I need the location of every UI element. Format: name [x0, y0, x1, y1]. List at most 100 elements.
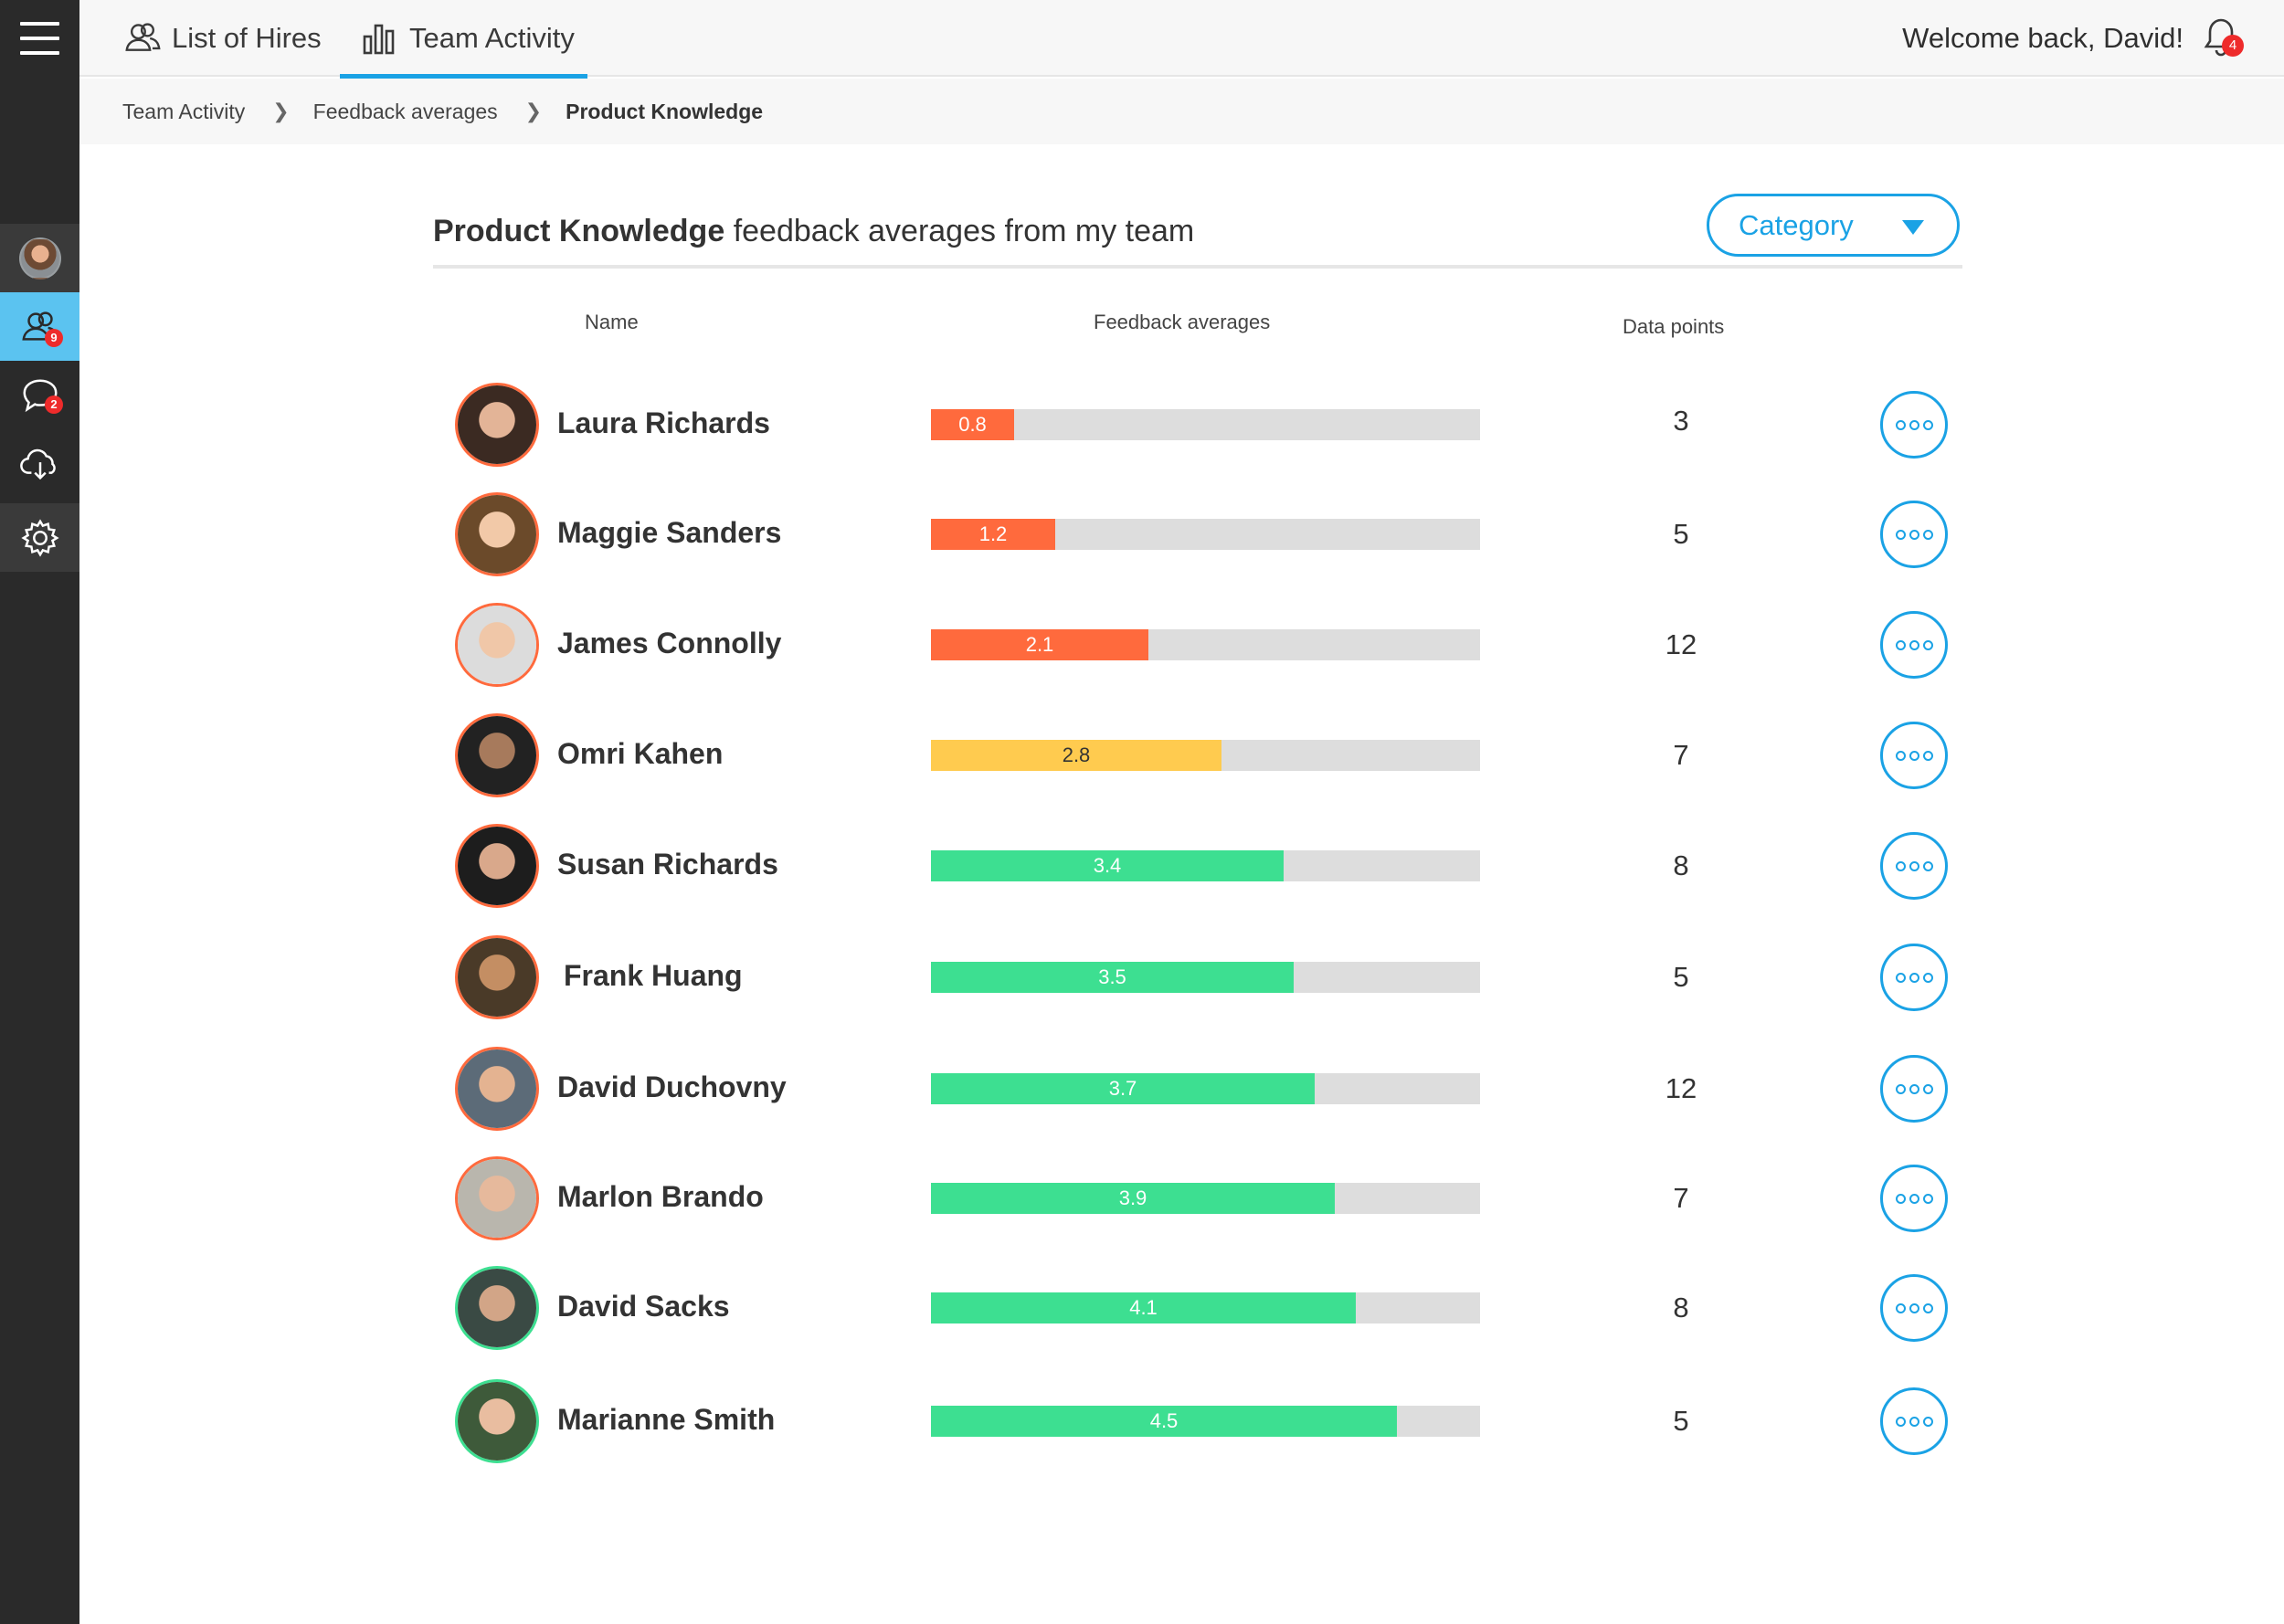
column-header-data-points: Data points [1623, 315, 1725, 338]
person-name[interactable]: Frank Huang [564, 959, 743, 992]
more-dot-icon [1909, 1193, 1919, 1204]
more-dot-icon [1922, 639, 1933, 650]
chevron-right-icon: ❯ [272, 100, 290, 122]
avatar [455, 1379, 539, 1463]
breadcrumb-item[interactable]: Feedback averages [312, 99, 498, 123]
feedback-bar-fill: 2.8 [931, 740, 1221, 771]
more-options-button[interactable] [1880, 391, 1948, 459]
more-dot-icon [1895, 750, 1906, 761]
feedback-bar-track: 2.8 [931, 740, 1480, 771]
table-row: Maggie Sanders 1.2 5 [0, 480, 2284, 589]
data-points-value: 8 [1673, 849, 1689, 881]
data-points-value: 5 [1673, 961, 1689, 993]
person-name[interactable]: Laura Richards [557, 406, 770, 439]
feedback-bar-track: 1.2 [931, 519, 1480, 550]
person-name[interactable]: Marlon Brando [557, 1180, 764, 1213]
sidebar-item-messages[interactable]: 2 [0, 361, 79, 429]
chat-bubble-icon [23, 378, 57, 412]
data-points-value: 8 [1673, 1292, 1689, 1323]
sidebar-item-download[interactable] [0, 429, 79, 498]
feedback-bar-track: 4.5 [931, 1406, 1480, 1437]
more-options-button[interactable] [1880, 944, 1948, 1011]
tab-team-activity[interactable]: Team Activity [340, 0, 587, 79]
person-name[interactable]: Susan Richards [557, 848, 778, 881]
users-icon [125, 23, 161, 51]
more-dot-icon [1909, 860, 1919, 871]
more-dot-icon [1909, 750, 1919, 761]
more-dot-icon [1895, 419, 1906, 430]
feedback-bar-fill: 1.2 [931, 519, 1055, 550]
more-options-button[interactable] [1880, 1165, 1948, 1232]
more-dot-icon [1922, 1083, 1933, 1094]
feedback-bar-track: 0.8 [931, 409, 1480, 440]
cloud-download-icon [19, 448, 56, 480]
data-points-value: 3 [1673, 405, 1689, 437]
sidebar-item-team[interactable]: 9 [0, 292, 79, 361]
person-name[interactable]: Omri Kahen [557, 737, 724, 770]
more-dot-icon [1922, 419, 1933, 430]
gear-icon [20, 518, 59, 557]
breadcrumb-item[interactable]: Team Activity [122, 99, 246, 123]
table-row: James Connolly 2.1 12 [0, 590, 2284, 700]
data-points-value: 5 [1673, 518, 1689, 550]
dropdown-label: Category [1739, 208, 1854, 241]
more-dot-icon [1909, 1083, 1919, 1094]
table-row: Laura Richards 0.8 3 [0, 370, 2284, 480]
tab-list-of-hires[interactable]: List of Hires [122, 0, 322, 77]
column-header-name: Name [585, 311, 639, 333]
person-name[interactable]: Maggie Sanders [557, 516, 782, 549]
feedback-bar-track: 3.5 [931, 962, 1480, 993]
category-dropdown[interactable]: Category [1707, 194, 1960, 257]
sidebar: 9 2 [0, 0, 79, 1624]
more-options-button[interactable] [1880, 722, 1948, 789]
more-dot-icon [1895, 1083, 1906, 1094]
person-name[interactable]: James Connolly [557, 627, 782, 659]
more-options-button[interactable] [1880, 1274, 1948, 1342]
data-points-value: 7 [1673, 1182, 1689, 1214]
top-bar: List of Hires Team Activity Welcome back… [79, 0, 2284, 79]
feedback-bar-fill: 3.9 [931, 1183, 1335, 1214]
sidebar-item-settings[interactable] [0, 503, 79, 572]
chevron-right-icon: ❯ [524, 100, 543, 122]
column-header-feedback: Feedback averages [1094, 311, 1271, 333]
data-points-value: 7 [1673, 739, 1689, 771]
more-dot-icon [1895, 860, 1906, 871]
table-row: Marianne Smith 4.5 5 [0, 1366, 2284, 1476]
person-name[interactable]: David Sacks [557, 1290, 730, 1323]
more-dot-icon [1909, 529, 1919, 540]
avatar [455, 1266, 539, 1350]
table-row: Susan Richards 3.4 8 [0, 811, 2284, 921]
avatar [455, 603, 539, 687]
page-title-rest: feedback averages from my team [733, 214, 1195, 248]
table-row: Marlon Brando 3.9 7 [0, 1144, 2284, 1253]
more-dot-icon [1895, 529, 1906, 540]
more-options-button[interactable] [1880, 1387, 1948, 1455]
feedback-bar-fill: 3.4 [931, 850, 1284, 881]
avatar [455, 492, 539, 576]
sidebar-item-profile[interactable] [0, 224, 79, 292]
more-dot-icon [1909, 419, 1919, 430]
more-dot-icon [1895, 1302, 1906, 1313]
breadcrumb: Team Activity ❯ Feedback averages ❯ Prod… [79, 79, 2284, 144]
avatar [18, 237, 61, 279]
more-options-button[interactable] [1880, 832, 1948, 900]
data-points-value: 12 [1665, 1072, 1697, 1104]
feedback-bar-track: 3.4 [931, 850, 1480, 881]
feedback-bar-track: 4.1 [931, 1292, 1480, 1323]
welcome-message: Welcome back, David! [1902, 22, 2184, 54]
more-options-button[interactable] [1880, 501, 1948, 568]
avatar [455, 1156, 539, 1240]
feedback-bar-fill: 4.5 [931, 1406, 1397, 1437]
more-dot-icon [1895, 639, 1906, 650]
feedback-bar-fill: 0.8 [931, 409, 1014, 440]
more-options-button[interactable] [1880, 1055, 1948, 1123]
person-name[interactable]: Marianne Smith [557, 1403, 776, 1436]
tab-label: Team Activity [409, 22, 575, 54]
avatar [455, 935, 539, 1019]
person-name[interactable]: David Duchovny [557, 1070, 787, 1103]
menu-icon[interactable] [20, 22, 59, 55]
more-options-button[interactable] [1880, 611, 1948, 679]
data-points-value: 5 [1673, 1405, 1689, 1437]
table-row: David Sacks 4.1 8 [0, 1253, 2284, 1363]
feedback-bar-track: 2.1 [931, 629, 1480, 660]
